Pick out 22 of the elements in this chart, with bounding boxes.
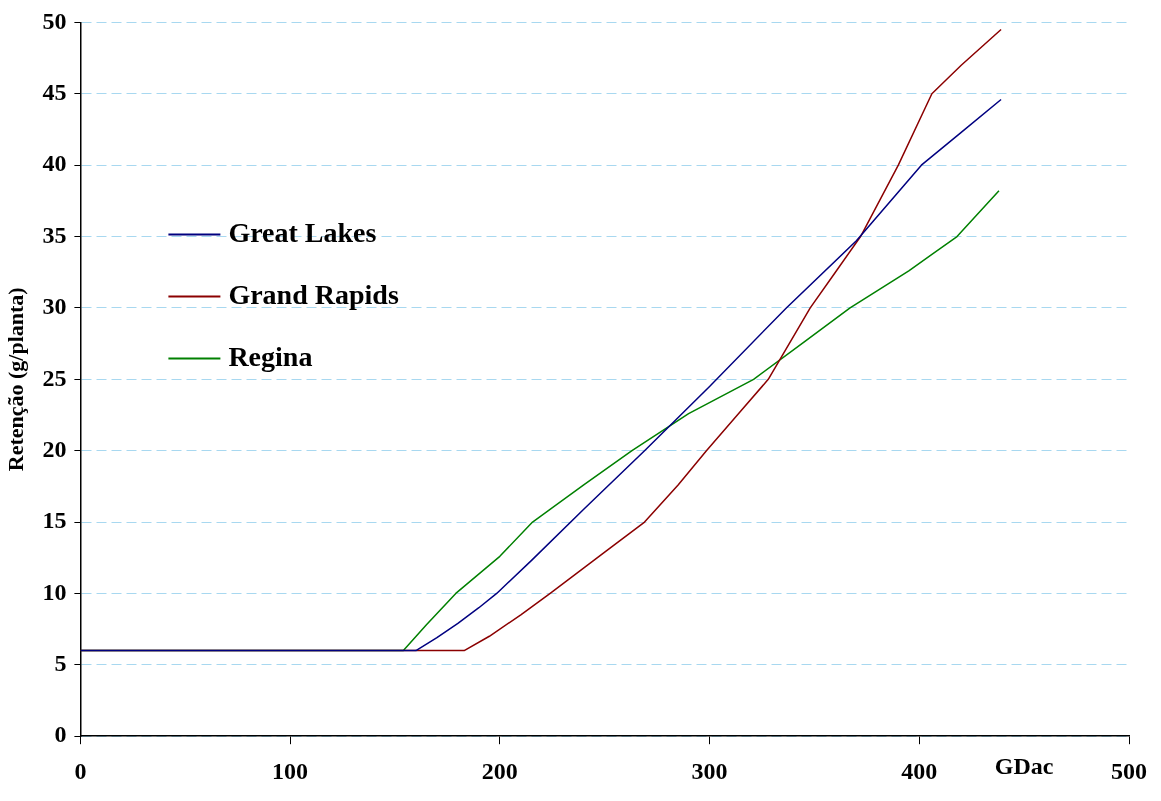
y-tick-label: 40 (42, 150, 67, 177)
x-tick-label: 0 (74, 757, 87, 784)
legend-label: Grand Rapids (228, 278, 399, 310)
y-axis-title: Retenção (g/planta) (2, 287, 28, 472)
legend-label: Great Lakes (228, 216, 377, 248)
y-tick-label: 10 (42, 578, 67, 605)
y-tick-label: 25 (42, 364, 67, 391)
y-tick-label: 45 (42, 78, 67, 105)
y-tick-label: 20 (42, 435, 67, 462)
y-tick-label: 50 (42, 7, 67, 34)
x-tick-label: 200 (481, 757, 518, 784)
y-tick-label: 30 (42, 293, 67, 320)
x-tick-label: 100 (272, 757, 309, 784)
y-tick-label: 5 (54, 650, 67, 677)
x-tick-label: 500 (1111, 757, 1147, 784)
x-axis-title: GDac (994, 753, 1054, 780)
y-tick-label: 35 (42, 221, 67, 248)
legend-label: Regina (228, 340, 313, 372)
x-tick-label: 300 (691, 757, 728, 784)
y-tick-label: 0 (54, 721, 67, 748)
y-tick-label: 15 (42, 507, 67, 534)
x-tick-label: 400 (901, 757, 938, 784)
